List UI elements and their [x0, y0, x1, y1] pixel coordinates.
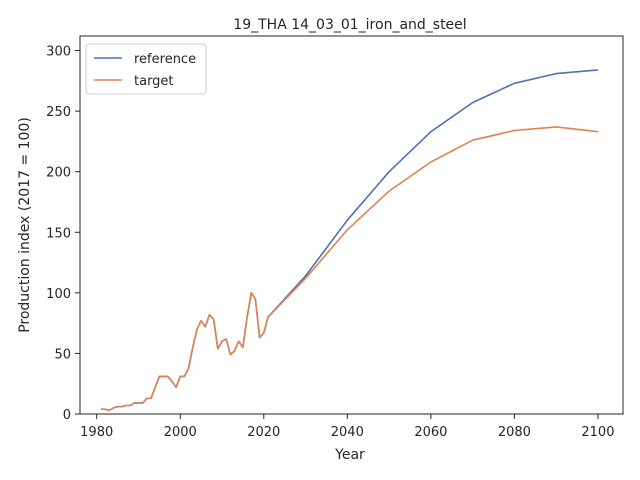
y-tick-label: 0	[63, 408, 71, 423]
y-tick-label: 200	[46, 166, 71, 181]
x-tick-label: 2040	[331, 425, 364, 440]
x-axis-label: Year	[334, 447, 365, 463]
series-layer	[100, 69, 598, 412]
series-line-target	[100, 126, 598, 412]
legend-box	[85, 43, 207, 95]
legend-label-reference: reference	[134, 52, 196, 67]
x-axis: 1980 2000 2020 2040 2060 2080 2100	[80, 414, 614, 440]
legend-label-target: target	[134, 74, 174, 89]
x-tick-label: 1980	[80, 425, 113, 440]
y-tick-label: 250	[46, 105, 71, 120]
y-tick-label: 100	[46, 287, 71, 302]
legend: reference target	[85, 43, 207, 95]
y-axis: 0 50 100 150 200 250 300	[46, 45, 80, 423]
x-tick-label: 2060	[414, 425, 447, 440]
y-tick-label: 150	[46, 226, 71, 241]
y-axis-label: Production index (2017 = 100)	[17, 117, 33, 333]
y-tick-label: 50	[54, 347, 71, 362]
y-tick-label: 300	[46, 45, 71, 60]
x-tick-label: 2000	[164, 425, 197, 440]
chart-title: 19_THA 14_03_01_iron_and_steel	[233, 17, 466, 33]
x-tick-label: 2020	[247, 425, 280, 440]
x-tick-label: 2100	[581, 425, 614, 440]
x-tick-label: 2080	[498, 425, 531, 440]
